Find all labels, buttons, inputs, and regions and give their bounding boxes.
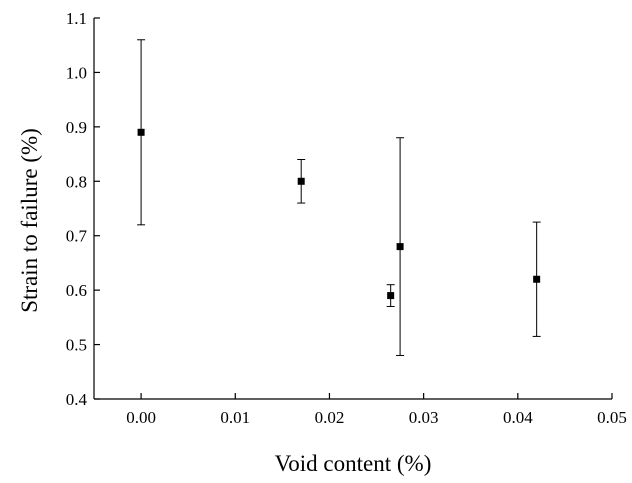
- y-tick-label: 0.9: [66, 118, 87, 137]
- x-tick-label: 0.00: [126, 408, 156, 427]
- axes: [93, 18, 612, 400]
- y-tick-label: 0.5: [66, 336, 87, 355]
- x-tick-label: 0.05: [597, 408, 627, 427]
- data-point: [387, 292, 395, 300]
- y-axis-title: Strain to failure (%): [17, 128, 42, 313]
- x-tick-label: 0.01: [220, 408, 250, 427]
- data-point: [297, 177, 305, 185]
- x-tick-label: 0.04: [503, 408, 533, 427]
- y-tick-label: 1.0: [66, 63, 87, 82]
- data-markers: [137, 128, 541, 300]
- data-point: [137, 128, 145, 136]
- y-axis-ticks: 0.4 0.5 0.6 0.7 0.8 0.9 1.0 1.1: [66, 9, 100, 409]
- y-tick-label: 0.6: [66, 281, 87, 300]
- y-tick-label: 0.7: [66, 227, 88, 246]
- y-tick-label: 0.8: [66, 172, 87, 191]
- y-tick-label: 1.1: [66, 9, 87, 28]
- x-axis-ticks: 0.00 0.01 0.02 0.03 0.04 0.05: [126, 393, 627, 427]
- data-point: [533, 275, 541, 283]
- x-axis-title: Void content (%): [275, 451, 432, 476]
- data-point: [396, 243, 404, 251]
- error-bars: [137, 39, 541, 356]
- x-tick-label: 0.03: [409, 408, 439, 427]
- y-tick-label: 0.4: [66, 390, 88, 409]
- x-tick-label: 0.02: [315, 408, 345, 427]
